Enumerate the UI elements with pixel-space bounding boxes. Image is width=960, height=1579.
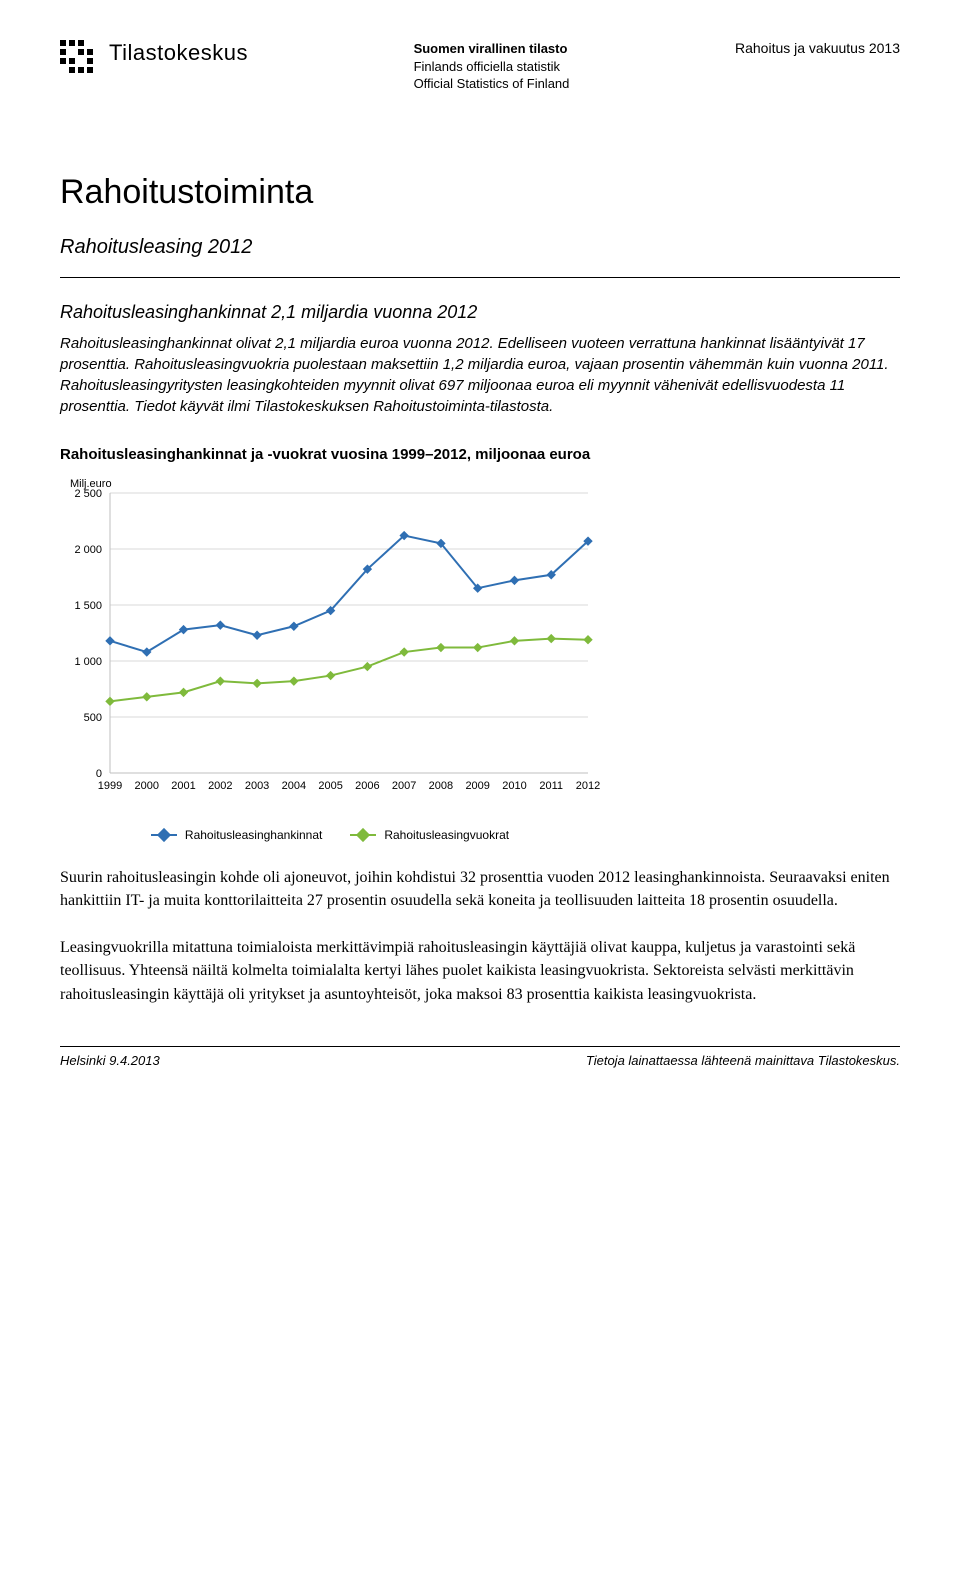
body-paragraph-1: Suurin rahoitusleasingin kohde oli ajone… xyxy=(60,866,900,912)
svg-text:1 000: 1 000 xyxy=(74,656,102,668)
page-footer: Helsinki 9.4.2013 Tietoja lainattaessa l… xyxy=(60,1046,900,1068)
svg-text:2000: 2000 xyxy=(135,780,159,792)
header-line-en: Official Statistics of Finland xyxy=(414,75,570,93)
svg-text:2009: 2009 xyxy=(465,780,489,792)
svg-text:2 500: 2 500 xyxy=(74,488,102,500)
svg-text:0: 0 xyxy=(96,768,102,780)
svg-text:2007: 2007 xyxy=(392,780,416,792)
svg-text:2003: 2003 xyxy=(245,780,269,792)
page-subtitle: Rahoitusleasing 2012 xyxy=(60,236,900,259)
footer-left: Helsinki 9.4.2013 xyxy=(60,1053,160,1068)
legend-label-0: Rahoitusleasinghankinnat xyxy=(185,828,322,842)
legend-item-vuokrat: Rahoitusleasingvuokrat xyxy=(350,828,509,842)
chart-legend: Rahoitusleasinghankinnat Rahoitusleasing… xyxy=(60,828,600,842)
svg-text:2005: 2005 xyxy=(318,780,342,792)
svg-text:2004: 2004 xyxy=(282,780,306,792)
chart-title: Rahoitusleasinghankinnat ja -vuokrat vuo… xyxy=(60,445,900,465)
legend-label-1: Rahoitusleasingvuokrat xyxy=(384,828,509,842)
chart-svg: Milj.euro05001 0001 5002 0002 5001999200… xyxy=(60,473,600,813)
lede-heading: Rahoitusleasinghankinnat 2,1 miljardia v… xyxy=(60,302,900,323)
svg-text:2 000: 2 000 xyxy=(74,544,102,556)
official-stat-lines: Suomen virallinen tilasto Finlands offic… xyxy=(414,40,570,93)
document-header: Tilastokeskus Suomen virallinen tilasto … xyxy=(60,40,900,93)
svg-text:2010: 2010 xyxy=(502,780,526,792)
category-label: Rahoitus ja vakuutus 2013 xyxy=(735,40,900,56)
page-title: Rahoitustoiminta xyxy=(60,173,900,212)
svg-text:2006: 2006 xyxy=(355,780,379,792)
legend-item-hankinnat: Rahoitusleasinghankinnat xyxy=(151,828,322,842)
header-line-fi: Suomen virallinen tilasto xyxy=(414,40,570,58)
svg-text:500: 500 xyxy=(84,712,102,724)
svg-text:2001: 2001 xyxy=(171,780,195,792)
svg-text:2008: 2008 xyxy=(429,780,453,792)
svg-text:1 500: 1 500 xyxy=(74,600,102,612)
stat-finland-logo-icon xyxy=(60,40,93,73)
footer-right: Tietoja lainattaessa lähteenä mainittava… xyxy=(586,1053,900,1068)
body-paragraph-2: Leasingvuokrilla mitattuna toimialoista … xyxy=(60,936,900,1006)
svg-text:2002: 2002 xyxy=(208,780,232,792)
abstract-paragraph: Rahoitusleasinghankinnat olivat 2,1 milj… xyxy=(60,333,900,417)
divider xyxy=(60,277,900,278)
line-chart: Milj.euro05001 0001 5002 0002 5001999200… xyxy=(60,473,600,842)
header-line-sv: Finlands officiella statistik xyxy=(414,58,570,76)
brand-name: Tilastokeskus xyxy=(109,40,248,66)
svg-text:2011: 2011 xyxy=(539,780,563,792)
svg-text:1999: 1999 xyxy=(98,780,122,792)
svg-text:2012: 2012 xyxy=(576,780,600,792)
brand-block: Tilastokeskus xyxy=(60,40,248,73)
